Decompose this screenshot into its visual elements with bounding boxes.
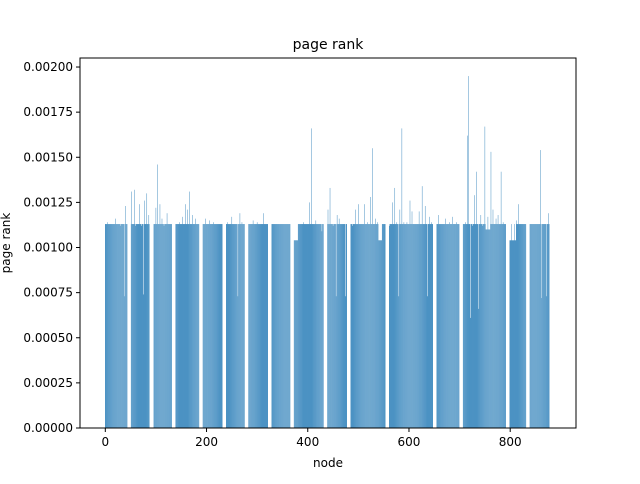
y-tick-label: 0.00125 — [23, 195, 73, 209]
x-tick-label: 200 — [195, 435, 218, 449]
chart-title: page rank — [293, 37, 365, 53]
y-axis-label: page rank — [0, 213, 13, 274]
y-tick-label: 0.00150 — [23, 150, 73, 164]
y-tick-label: 0.00200 — [23, 60, 73, 74]
y-tick-label: 0.00025 — [23, 376, 73, 390]
y-tick-label: 0.00100 — [23, 241, 73, 255]
x-tick-label: 0 — [101, 435, 109, 449]
y-axis: 0.00000 0.00025 0.00050 0.00075 0.00100 0.001… — [23, 60, 80, 435]
y-tick-label: 0.00000 — [23, 421, 73, 435]
x-tick-label: 800 — [499, 435, 522, 449]
x-tick-label: 600 — [398, 435, 421, 449]
y-tick-label: 0.00175 — [23, 105, 73, 119]
y-tick-label: 0.00050 — [23, 331, 73, 345]
x-tick-label: 400 — [296, 435, 319, 449]
y-tick-label: 0.00075 — [23, 286, 73, 300]
x-axis-label: node — [313, 456, 343, 470]
